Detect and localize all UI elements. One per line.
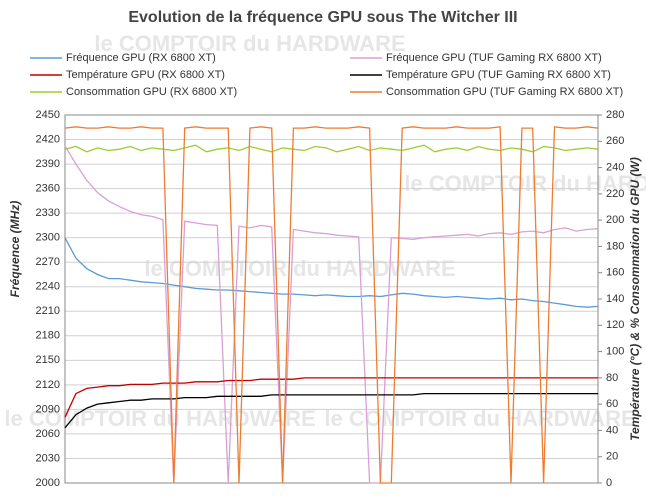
watermark: le COMPTOIR du HARDWARE bbox=[404, 171, 646, 196]
series-line bbox=[64, 392, 598, 429]
chart-title: Evolution de la fréquence GPU sous The W… bbox=[128, 9, 517, 26]
y-tick-label: 2360 bbox=[36, 183, 60, 195]
series-line bbox=[64, 377, 598, 418]
y-tick-label: 2120 bbox=[36, 379, 60, 391]
y-tick-label: 2300 bbox=[36, 232, 60, 244]
legend-label: Température GPU (RX 6800 XT) bbox=[66, 69, 225, 81]
y-tick-label: 2060 bbox=[36, 428, 60, 440]
y-tick-label: 2450 bbox=[36, 109, 60, 121]
y-tick-label: 2390 bbox=[36, 158, 60, 170]
legend-label: Consommation GPU (RX 6800 XT) bbox=[66, 86, 237, 98]
series-line bbox=[64, 144, 599, 153]
y2-tick-label: 120 bbox=[606, 319, 624, 331]
y-tick-label: 2270 bbox=[36, 256, 60, 268]
y2-tick-label: 140 bbox=[606, 293, 624, 305]
y2-tick-label: 80 bbox=[606, 372, 618, 384]
y-tick-label: 2000 bbox=[36, 477, 60, 489]
watermark: le COMPTOIR du HARDWARE bbox=[144, 256, 455, 281]
watermark: le COMPTOIR du HARDWARE bbox=[94, 31, 405, 56]
y-tick-label: 2150 bbox=[36, 354, 60, 366]
y2-tick-label: 240 bbox=[606, 161, 624, 173]
legend-label: Fréquence GPU (TUF Gaming RX 6800 XT) bbox=[386, 52, 602, 64]
legend-label: Consommation GPU (TUF Gaming RX 6800 XT) bbox=[386, 86, 623, 98]
y-tick-label: 2330 bbox=[36, 207, 60, 219]
legend-label: Fréquence GPU (RX 6800 XT) bbox=[66, 52, 216, 64]
y2-tick-label: 0 bbox=[606, 477, 612, 489]
y2-axis-title: Température (°C) & % Consommation du GPU… bbox=[628, 157, 642, 441]
y2-tick-label: 260 bbox=[606, 135, 624, 147]
series-line bbox=[64, 237, 599, 308]
watermark: le COMPTOIR du HARDWARE bbox=[324, 406, 635, 431]
y2-tick-label: 160 bbox=[606, 267, 624, 279]
y2-tick-label: 180 bbox=[606, 240, 624, 252]
y-tick-label: 2210 bbox=[36, 305, 60, 317]
y2-tick-label: 60 bbox=[606, 398, 618, 410]
series-line bbox=[64, 145, 599, 484]
y-tick-label: 2090 bbox=[36, 403, 60, 415]
y-tick-label: 2180 bbox=[36, 330, 60, 342]
y2-tick-label: 40 bbox=[606, 424, 618, 436]
y-tick-label: 2420 bbox=[36, 133, 60, 145]
y2-tick-label: 20 bbox=[606, 451, 618, 463]
y-tick-label: 2030 bbox=[36, 452, 60, 464]
legend-label: Température GPU (TUF Gaming RX 6800 XT) bbox=[386, 69, 611, 81]
y2-tick-label: 220 bbox=[606, 188, 624, 200]
plot-frame bbox=[64, 114, 599, 484]
y-axis-title: Fréquence (MHz) bbox=[8, 201, 22, 298]
series-line bbox=[64, 126, 599, 484]
watermark: le COMPTOIR du HARDWARE bbox=[4, 406, 315, 431]
y2-tick-label: 280 bbox=[606, 109, 624, 121]
y-tick-label: 2240 bbox=[36, 281, 60, 293]
y2-tick-label: 200 bbox=[606, 214, 624, 226]
y2-tick-label: 100 bbox=[606, 345, 624, 357]
